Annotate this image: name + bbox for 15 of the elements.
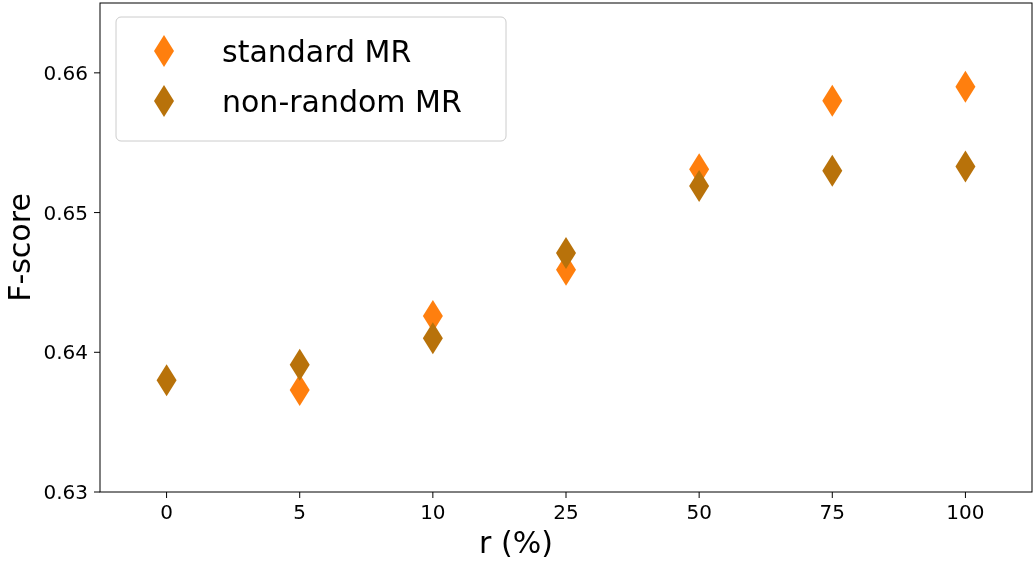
x-tick-label: 100 [946,500,985,524]
y-tick-label: 0.65 [43,200,88,225]
y-tick-label: 0.63 [43,480,88,504]
x-axis-title: r (%) [479,525,553,560]
y-axis-title: F-score [2,193,37,302]
y-tick-label: 0.64 [43,340,88,365]
x-tick-label: 10 [420,500,446,524]
x-tick-label: 5 [293,500,307,524]
y-tick-label: 0.66 [43,60,88,85]
x-tick-label: 25 [553,500,579,524]
x-tick-label: 50 [686,500,712,524]
legend-label: standard MR [222,33,412,69]
legend-label: non-random MR [222,83,462,119]
x-tick-label: 0 [160,500,173,524]
x-tick-label: 75 [819,500,846,524]
